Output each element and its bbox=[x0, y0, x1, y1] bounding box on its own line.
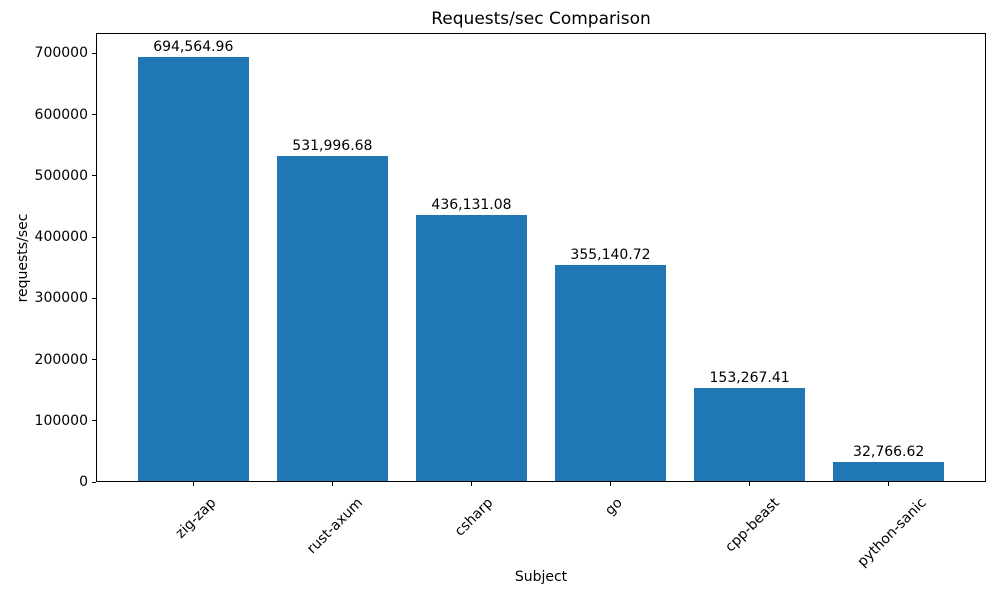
y-tick-mark bbox=[92, 236, 96, 238]
y-tick-label: 700000 bbox=[34, 45, 88, 62]
bar-value-label: 531,996.68 bbox=[292, 138, 373, 155]
y-tick-label: 400000 bbox=[34, 229, 88, 246]
y-tick-mark bbox=[92, 359, 96, 360]
x-tick-mark bbox=[888, 482, 890, 486]
x-tick-mark bbox=[192, 482, 194, 486]
bar-value-label: 694,564.96 bbox=[153, 38, 234, 55]
y-tick-label: 600000 bbox=[34, 106, 88, 123]
y-axis-label: requests/sec bbox=[15, 213, 31, 303]
x-axis-label: Subject bbox=[514, 569, 568, 585]
y-tick-label: 200000 bbox=[34, 351, 88, 368]
y-tick-label: 100000 bbox=[34, 412, 88, 429]
y-tick-label: 500000 bbox=[34, 167, 88, 184]
x-tick-label-rust-axum: rust-axum bbox=[303, 495, 367, 558]
x-tick-mark bbox=[331, 482, 333, 486]
x-tick-label-zig-zap: zig-zap bbox=[172, 495, 220, 542]
y-tick-mark bbox=[92, 52, 96, 54]
x-tick-label-go: go bbox=[601, 495, 626, 519]
bar-value-label: 153,267.41 bbox=[709, 370, 790, 387]
x-tick-mark bbox=[610, 482, 611, 486]
x-tick-label-python-sanic: python-sanic bbox=[853, 495, 930, 571]
x-tick-mark bbox=[749, 482, 751, 486]
x-tick-label-csharp: csharp bbox=[451, 495, 497, 540]
y-tick-mark bbox=[92, 297, 96, 299]
x-tick-mark bbox=[471, 482, 472, 486]
y-tick-label: 300000 bbox=[34, 290, 88, 307]
bar-csharp bbox=[415, 214, 528, 482]
bar-go bbox=[554, 264, 667, 482]
bar-python-sanic bbox=[833, 461, 945, 482]
y-tick-mark bbox=[92, 114, 96, 116]
bar-zig-zap bbox=[137, 56, 249, 482]
bar-value-label: 32,766.62 bbox=[853, 443, 925, 460]
y-tick-label: 0 bbox=[79, 474, 88, 490]
y-tick-mark bbox=[92, 481, 96, 483]
bar-cpp-beast bbox=[694, 388, 806, 482]
chart-title: Requests/sec Comparison bbox=[431, 9, 651, 29]
y-tick-mark bbox=[92, 420, 96, 422]
x-tick-label-cpp-beast: cpp-beast bbox=[722, 495, 783, 556]
bar-value-label: 355,140.72 bbox=[570, 246, 651, 263]
y-tick-mark bbox=[92, 175, 96, 177]
bar-value-label: 436,131.08 bbox=[431, 196, 512, 213]
bar-rust-axum bbox=[276, 156, 389, 482]
